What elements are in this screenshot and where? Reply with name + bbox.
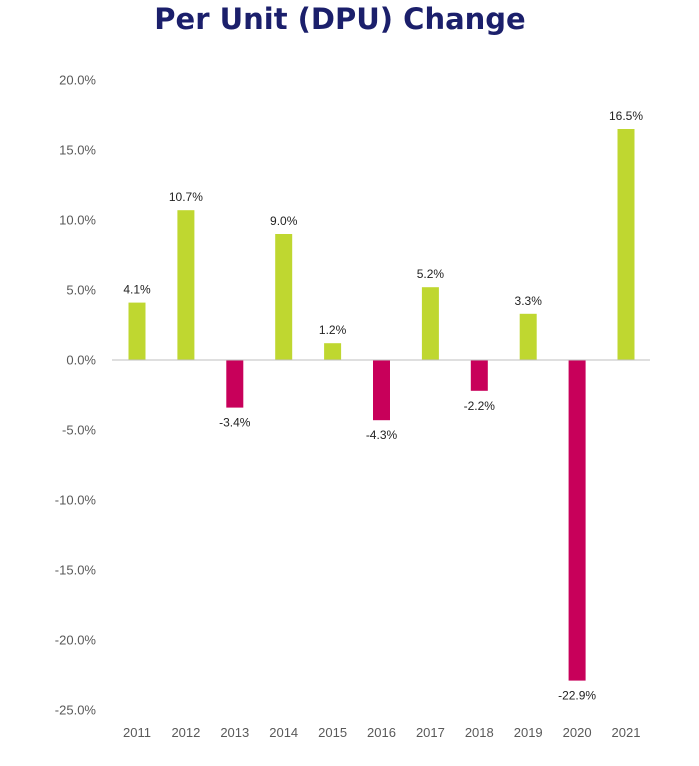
y-tick-label: -10.0% [55,493,97,508]
data-label-2015: 1.2% [319,323,347,337]
y-tick-label: 10.0% [59,213,96,228]
data-label-2018: -2.2% [464,399,496,413]
bar-2020 [568,360,586,681]
data-label-2016: -4.3% [366,428,398,442]
data-labels: 4.1% 10.7% -3.4% 9.0% 1.2% -4.3% 5.2% -2.2% 3.3%… [123,109,643,703]
bar-2015 [324,343,342,360]
bar-2011 [128,302,146,360]
x-tick-label-2016: 2016 [367,725,396,740]
data-label-2014: 9.0% [270,214,298,228]
bar-2018 [470,360,488,391]
y-tick-label: 5.0% [66,283,96,298]
bar-2021 [617,129,635,360]
x-tick-label-2019: 2019 [514,725,543,740]
x-tick-label-2012: 2012 [171,725,200,740]
data-label-2013: -3.4% [219,416,251,430]
bar-2016 [373,360,390,421]
bars [128,129,635,681]
data-label-2012: 10.7% [169,190,203,204]
x-tick-label-2014: 2014 [269,725,298,740]
x-tick-label-2018: 2018 [465,725,494,740]
bar-2014 [275,234,293,360]
y-tick-label: -15.0% [55,563,97,578]
bar-2019 [519,313,537,360]
chart-title: Per Unit (DPU) Change [154,2,526,36]
data-label-2017: 5.2% [417,267,445,281]
x-tick-label-2020: 2020 [563,725,592,740]
data-label-2019: 3.3% [515,294,543,308]
bar-2012 [177,210,195,360]
bar-2017 [421,287,439,360]
y-tick-label: -5.0% [62,423,96,438]
y-tick-label: 0.0% [66,353,96,368]
bar-2013 [226,360,244,408]
x-tick-label-2021: 2021 [612,725,641,740]
x-tick-label-2011: 2011 [123,725,151,740]
y-tick-label: -20.0% [55,633,97,648]
y-tick-label: 15.0% [59,143,96,158]
data-label-2021: 16.5% [609,109,643,123]
data-label-2011: 4.1% [123,283,151,297]
data-label-2020: -22.9% [558,689,596,703]
x-tick-label-2015: 2015 [318,725,347,740]
x-tick-label-2017: 2017 [416,725,445,740]
x-tick-label-2013: 2013 [220,725,249,740]
x-axis-ticks: 2011 2012 2013 2014 2015 2016 2017 2018 2019 2020… [123,725,640,740]
y-tick-label: -25.0% [55,703,97,718]
y-tick-label: 20.0% [59,73,96,88]
y-axis-ticks: 20.0% 15.0% 10.0% 5.0% 0.0% -5.0% -10.0% -15.0%… [55,73,97,718]
